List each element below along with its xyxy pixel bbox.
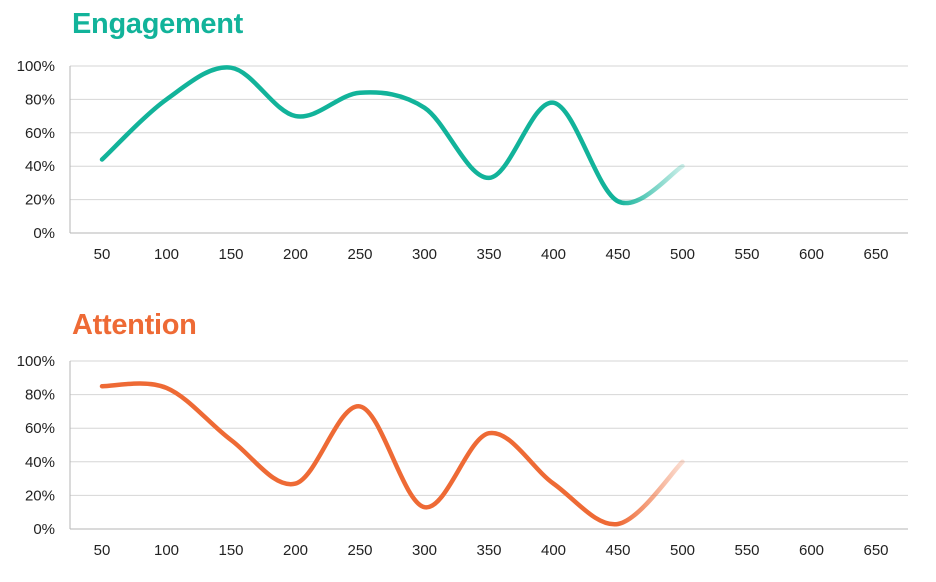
data-point (552, 101, 556, 105)
y-tick-label: 0% (33, 225, 55, 242)
engagement-plot-area: 0% 20% 40% 60% 80% 100% 50 100 150 200 250 300 350 40… (17, 58, 908, 263)
x-tick-label: 100 (154, 246, 179, 263)
data-point (294, 482, 298, 486)
y-tick-label: 100% (17, 58, 55, 75)
x-tick-label: 550 (734, 542, 759, 559)
x-tick-label: 150 (218, 542, 243, 559)
x-tick-label: 200 (283, 542, 308, 559)
data-point (552, 482, 556, 486)
data-point (100, 158, 104, 162)
x-tick-label: 250 (347, 542, 372, 559)
data-point (616, 199, 620, 203)
y-tick-label: 80% (25, 387, 55, 404)
data-point (229, 66, 233, 70)
attention-plot-area: 0% 20% 40% 60% 80% 100% 50 100 150 200 250 300 350 40… (17, 353, 908, 559)
x-tick-label: 300 (412, 246, 437, 263)
x-tick-label: 450 (605, 246, 630, 263)
x-tick-label: 650 (863, 542, 888, 559)
data-point (294, 114, 298, 118)
x-tick-label: 550 (734, 246, 759, 263)
data-point (229, 438, 233, 442)
data-point (100, 384, 104, 388)
y-tick-label: 0% (33, 521, 55, 538)
chart-title: Attention (72, 309, 197, 341)
data-point (681, 460, 685, 464)
y-tick-label: 100% (17, 353, 55, 370)
data-point (616, 522, 620, 526)
x-tick-label: 400 (541, 246, 566, 263)
x-tick-label: 400 (541, 542, 566, 559)
engagement-chart: Engagement 0% 20% 40% 60% 80% 100% 50 100 150 200… (0, 0, 936, 275)
x-tick-label: 250 (347, 246, 372, 263)
data-point (358, 404, 362, 408)
data-point (681, 164, 685, 168)
series-line (99, 381, 685, 527)
x-tick-label: 350 (476, 246, 501, 263)
x-tick-label: 600 (799, 542, 824, 559)
x-tick-label: 100 (154, 542, 179, 559)
data-point (487, 431, 491, 435)
y-tick-label: 20% (25, 487, 55, 504)
y-tick-label: 60% (25, 420, 55, 437)
x-tick-label: 350 (476, 542, 501, 559)
y-tick-label: 60% (25, 125, 55, 142)
x-tick-label: 500 (670, 542, 695, 559)
data-point (165, 386, 169, 390)
y-tick-label: 40% (25, 454, 55, 471)
data-point (165, 97, 169, 101)
chart-title: Engagement (72, 8, 244, 40)
x-tick-label: 150 (218, 246, 243, 263)
x-tick-label: 300 (412, 542, 437, 559)
series-line (99, 65, 685, 206)
x-tick-label: 600 (799, 246, 824, 263)
y-tick-label: 40% (25, 158, 55, 175)
y-tick-label: 80% (25, 91, 55, 108)
x-tick-label: 500 (670, 246, 695, 263)
data-point (423, 505, 427, 509)
x-tick-label: 50 (94, 246, 111, 263)
data-point (487, 176, 491, 180)
data-point (358, 91, 362, 95)
x-tick-label: 450 (605, 542, 630, 559)
y-tick-label: 20% (25, 192, 55, 209)
x-tick-label: 200 (283, 246, 308, 263)
x-tick-label: 650 (863, 246, 888, 263)
attention-chart: Attention 0% 20% 40% 60% 80% 100% 50 100 150 200 2… (0, 296, 936, 582)
data-point (423, 106, 427, 110)
x-tick-label: 50 (94, 542, 111, 559)
